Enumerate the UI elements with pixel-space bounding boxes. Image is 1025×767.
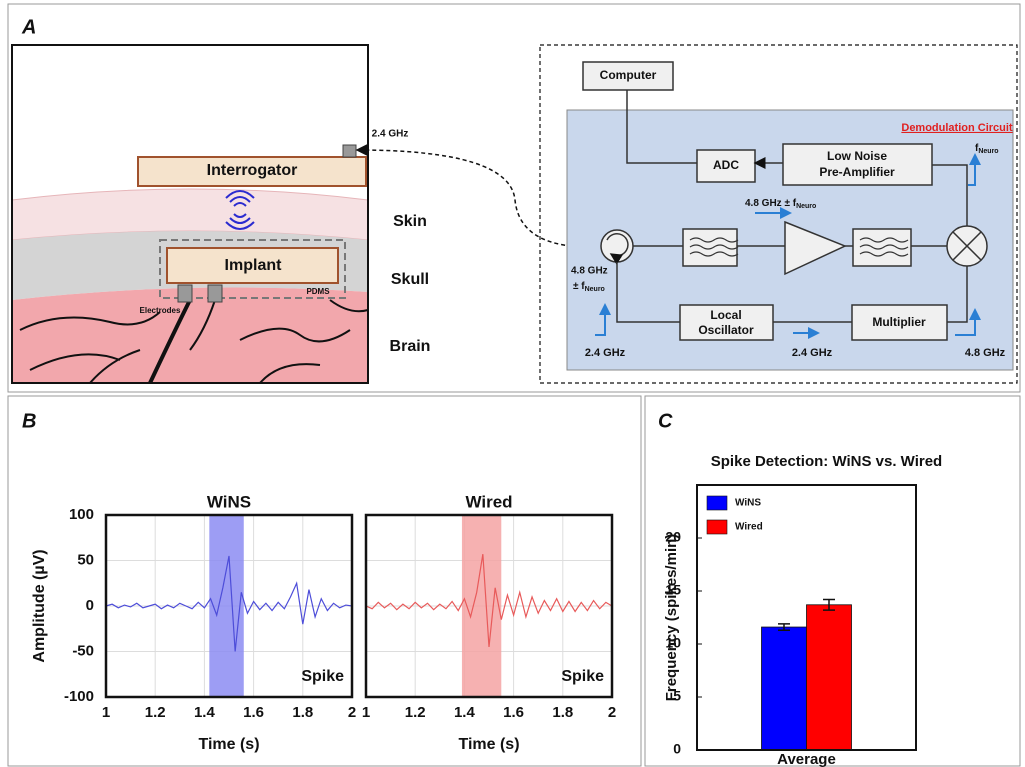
- label: Electrodes: [140, 306, 181, 315]
- y-tick-label: 50: [77, 551, 94, 568]
- x-axis-label: Time (s): [458, 736, 519, 753]
- figure: A B C Interrogator Implant Skin: [0, 0, 1025, 767]
- circuit: Computer Demodulation Circuit ADC Low No…: [540, 45, 1017, 383]
- chart-title: WiNS: [207, 492, 251, 511]
- x-tick-label: Average: [777, 751, 836, 767]
- highlight-band: [209, 515, 243, 697]
- label: Brain: [390, 338, 431, 355]
- x-tick-label: 1.4: [194, 704, 216, 721]
- label: ADC: [713, 158, 739, 172]
- label: Implant: [225, 257, 283, 274]
- x-tick-label: 1: [102, 704, 110, 721]
- label: Skin: [393, 213, 427, 230]
- x-tick-label: 1.2: [405, 704, 426, 721]
- highlight-band: [462, 515, 501, 697]
- label: Low Noise: [827, 149, 887, 163]
- label: Computer: [600, 68, 657, 82]
- y-tick-label: 100: [69, 506, 94, 523]
- x-tick-label: 1.2: [145, 704, 166, 721]
- label: Skull: [391, 271, 429, 288]
- legend-label: Wired: [735, 522, 763, 533]
- y-tick-label: -100: [64, 688, 94, 705]
- chart-title: Wired: [465, 492, 512, 511]
- label: 2.4 GHz: [792, 347, 833, 359]
- x-tick-label: 1.6: [503, 704, 524, 721]
- y-tick-label: -50: [72, 642, 94, 659]
- annotation: Spike: [561, 668, 604, 685]
- annotation: Spike: [301, 668, 344, 685]
- x-tick-label: 1.6: [243, 704, 264, 721]
- label: 4.8 GHz: [965, 347, 1006, 359]
- legend-swatch: [707, 496, 727, 510]
- label: Demodulation Circuit: [901, 122, 1013, 134]
- chart-title: Spike Detection: WiNS vs. Wired: [711, 453, 942, 470]
- x-tick-label: 2: [608, 704, 616, 721]
- y-tick-label: 0: [86, 597, 94, 614]
- x-tick-label: 1.8: [292, 704, 313, 721]
- label: PDMS: [306, 287, 330, 296]
- x-axis-label: Time (s): [198, 736, 259, 753]
- bar: [762, 627, 807, 750]
- label: Local: [710, 308, 741, 322]
- bar: [807, 605, 852, 750]
- anatomy: Interrogator Implant Skin Skull Brain PD…: [12, 45, 600, 383]
- x-tick-label: 1.8: [552, 704, 573, 721]
- label: Oscillator: [698, 323, 754, 337]
- panel-letter: A: [21, 16, 36, 38]
- panel-letter: B: [22, 410, 36, 432]
- panel-letter: C: [658, 410, 673, 432]
- x-tick-label: 1: [362, 704, 370, 721]
- legend-swatch: [707, 520, 727, 534]
- x-tick-label: 1.4: [454, 704, 476, 721]
- y-axis-label: Amplitude (µV): [31, 549, 48, 662]
- label: Interrogator: [207, 162, 298, 179]
- label: 2.4 GHz: [372, 129, 409, 140]
- label: Multiplier: [872, 315, 926, 329]
- y-tick-label: 0: [673, 741, 681, 757]
- label: 2.4 GHz: [585, 347, 626, 359]
- label: 4.8 GHz: [571, 266, 608, 277]
- x-tick-label: 2: [348, 704, 356, 721]
- label: Pre-Amplifier: [819, 165, 895, 179]
- legend-label: WiNS: [735, 498, 761, 509]
- y-axis-label: Frequency (spikes/min): [663, 534, 680, 702]
